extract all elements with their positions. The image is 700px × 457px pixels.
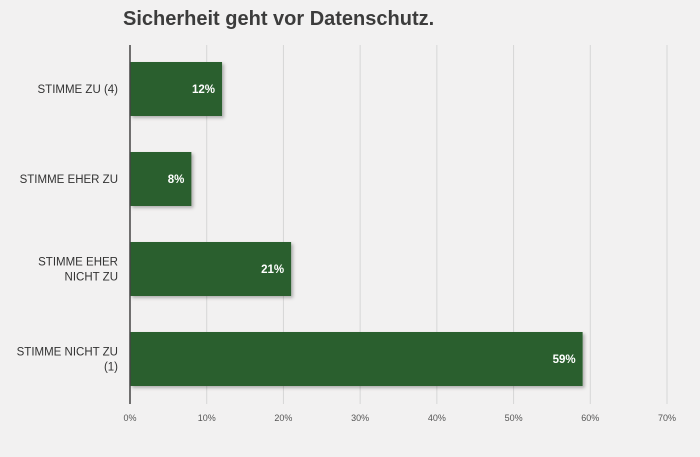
x-tick-label: 50%: [505, 413, 523, 423]
x-tick-label: 0%: [123, 413, 136, 423]
category-label: STIMME ZU (4): [38, 84, 119, 96]
x-tick-label: 70%: [658, 413, 676, 423]
category-label: STIMME EHER NICHT ZU: [38, 257, 118, 284]
category-label-line: NICHT ZU: [65, 272, 118, 284]
x-tick-label: 20%: [274, 413, 292, 423]
category-label: STIMME NICHT ZU (1): [17, 347, 119, 374]
bar-value-label: 12%: [192, 84, 215, 96]
bar-value-label: 59%: [553, 354, 576, 366]
x-tick-label: 30%: [351, 413, 369, 423]
bars: 12% 8% 21% 59%: [130, 62, 583, 386]
category-label-line: STIMME EHER ZU: [20, 174, 118, 186]
bar: [130, 152, 192, 206]
category-label-line: (1): [104, 362, 118, 374]
bar: [130, 242, 292, 296]
x-tick-label: 60%: [581, 413, 599, 423]
x-axis-tick-labels: 0% 10% 20% 30% 40% 50% 60% 70%: [123, 413, 676, 423]
category-labels: STIMME ZU (4) STIMME EHER ZU STIMME EHER NI…: [17, 84, 119, 374]
category-label-line: STIMME EHER: [38, 257, 118, 269]
category-label: STIMME EHER ZU: [20, 174, 118, 186]
x-tick-label: 40%: [428, 413, 446, 423]
bar: [130, 62, 223, 116]
bar-value-label: 21%: [261, 264, 284, 276]
bar-value-label: 8%: [168, 174, 185, 186]
category-label-line: STIMME ZU (4): [38, 84, 119, 96]
x-tick-label: 10%: [198, 413, 216, 423]
bar: [130, 332, 583, 386]
category-label-line: STIMME NICHT ZU: [17, 347, 118, 359]
chart-title: Sicherheit geht vor Datenschutz.: [123, 8, 435, 30]
